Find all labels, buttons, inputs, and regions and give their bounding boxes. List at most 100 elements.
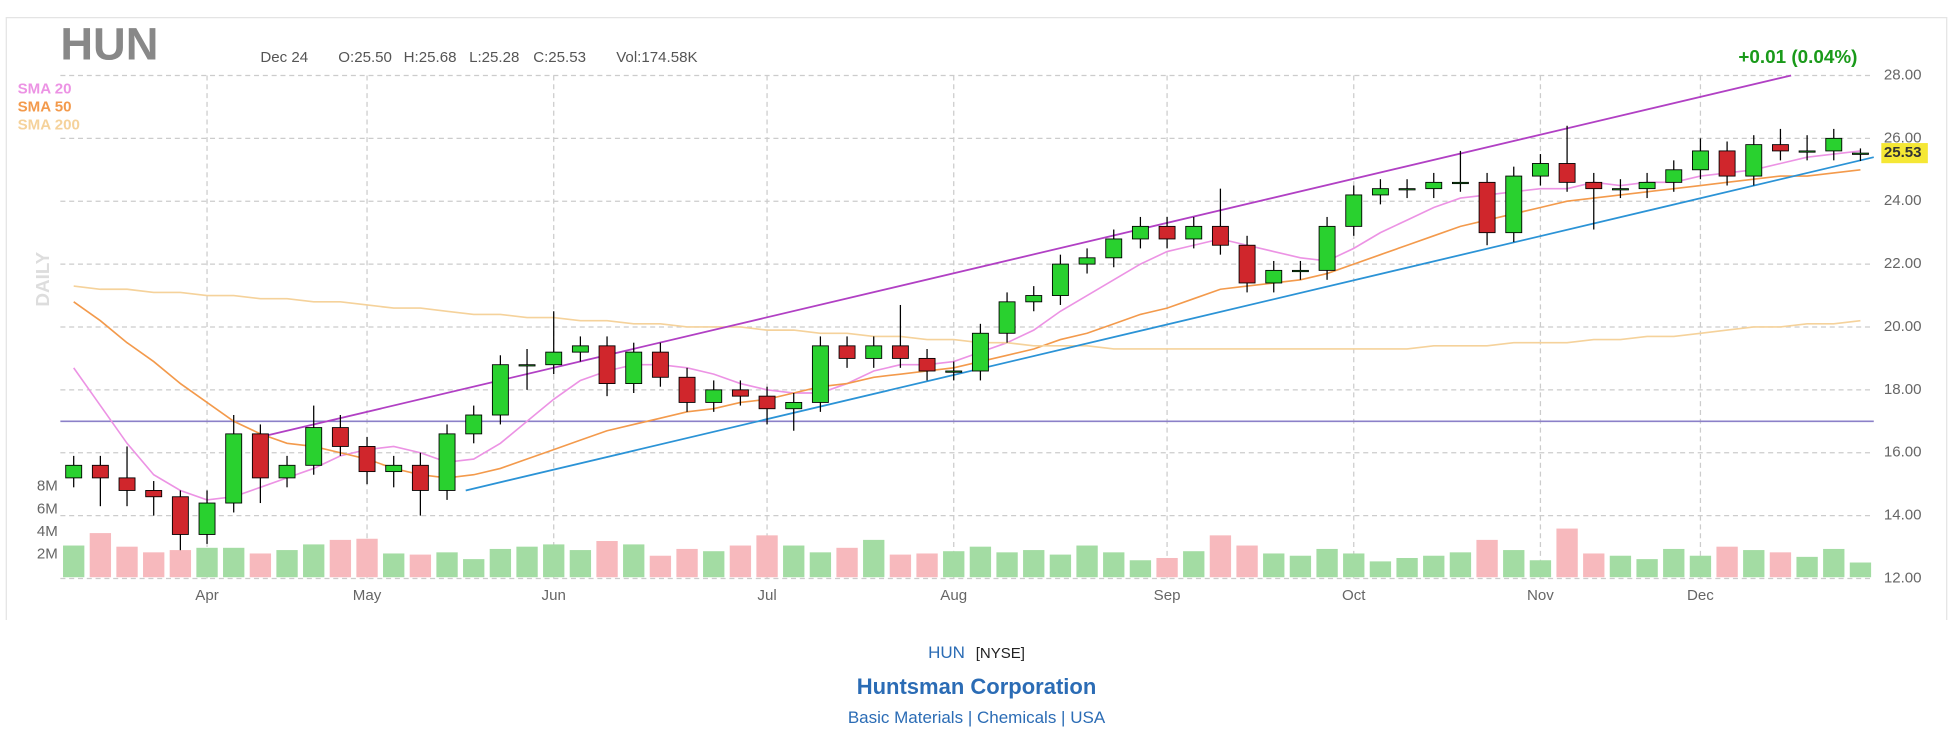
candle-body [1318,225,1336,271]
volume-bar [1743,550,1765,578]
volume-bar [1423,555,1445,578]
candle-body [1451,181,1469,185]
volume-bar [1396,557,1418,578]
volume-bar [1129,560,1152,578]
volume-bar [1476,539,1498,578]
y-tick-label: 14.00 [1884,507,1922,524]
candle-body [545,351,563,366]
candle-body [411,464,429,491]
candle-body [1611,188,1629,191]
candle-body [598,345,616,385]
volume-bar [489,548,512,578]
volume-bar [916,553,938,578]
volume-bar [1796,556,1818,578]
volume-tick-label: 2M [37,546,58,563]
candle-body [1185,225,1203,240]
volume-bar [1369,561,1392,578]
candle-body [891,345,909,359]
candle-body [1585,181,1603,190]
volume-bar [889,554,912,578]
candle-body [1025,295,1043,303]
candle-body [1638,181,1656,190]
candle-body [971,332,989,372]
y-tick-label: 12.00 [1884,569,1922,586]
x-tick-label: May [353,587,382,604]
country[interactable]: USA [1070,708,1106,727]
candle-body [225,433,243,504]
candle-body [1505,175,1523,234]
candle-body [571,345,589,353]
x-tick-label: Jul [757,587,776,604]
change: +0.01 (0.04%) [1738,46,1857,67]
volume-bar [1236,545,1258,578]
volume-bar [1556,528,1578,578]
volume-bar [1663,548,1685,578]
sma-line [73,150,1861,501]
candle-body [1131,225,1149,240]
candle-body [945,370,963,373]
candle-body [331,427,349,447]
volume-bar [1503,550,1525,578]
volume-bar [409,554,432,578]
candle-body [1798,150,1816,153]
volume-bar [63,545,85,578]
volume-bar [783,545,805,578]
tags: Basic Materials | Chemicals | USA [847,708,1106,727]
footer-ticker[interactable]: HUN [928,643,965,662]
candle-body [465,414,483,435]
candle-body [438,433,456,491]
date: Dec 24 [260,49,308,66]
candle-body [118,477,136,491]
candle-body [278,464,296,479]
chart: HUN Dec 24 O:25.50 H:25.68 L:25.28 C:25.… [5,16,1948,620]
volume-bar [1343,553,1365,578]
close: C:25.53 [533,49,586,66]
volume-bar [1316,548,1338,578]
candle-body [998,301,1016,334]
candle-body [678,376,696,403]
candle-body [731,389,749,397]
candle-body [171,496,189,535]
volume-bar [89,533,112,578]
candle-body [385,464,403,473]
volume-tick-label: 6M [37,500,58,517]
candle-body [145,490,163,498]
volume-bar [1689,555,1712,578]
volume-bar [1263,553,1285,578]
candle-body [1531,163,1549,177]
volume-bar [676,548,698,578]
candle-body [1265,269,1283,284]
volume-bar [1103,552,1125,578]
volume-bar [649,555,672,578]
y-tick-label: 16.00 [1884,444,1922,461]
x-tick-label: Apr [195,587,218,604]
candle-body [1825,137,1843,152]
candle-body [358,446,376,473]
candle-body [1478,181,1496,234]
legend-entry: SMA 50 [18,99,72,116]
candle-body [1665,169,1683,183]
volume-bar [196,547,218,578]
candle-body [1238,244,1256,284]
volume-bar [463,559,485,578]
x-tick-label: Oct [1342,587,1366,604]
candle-body [491,364,509,416]
candle-body [1771,144,1789,152]
last-price-tag [1881,143,1928,164]
volume-tick-label: 8M [37,478,58,495]
volume-bar [276,550,298,578]
candle-body [651,351,669,378]
trendline [465,156,1874,492]
candle-body [758,395,776,410]
candle-body [518,364,536,367]
candle-body [1745,144,1763,177]
footer-ticker-row: HUN [NYSE] [0,643,1953,663]
industry[interactable]: Chemicals [976,708,1057,727]
volume-bar [863,539,885,578]
volume-bar [623,544,645,578]
sector[interactable]: Basic Materials [847,708,964,727]
candle-body [705,389,723,403]
volume-bar [1849,562,1872,578]
candle-body [198,502,216,535]
y-tick-label: 20.00 [1884,318,1922,335]
